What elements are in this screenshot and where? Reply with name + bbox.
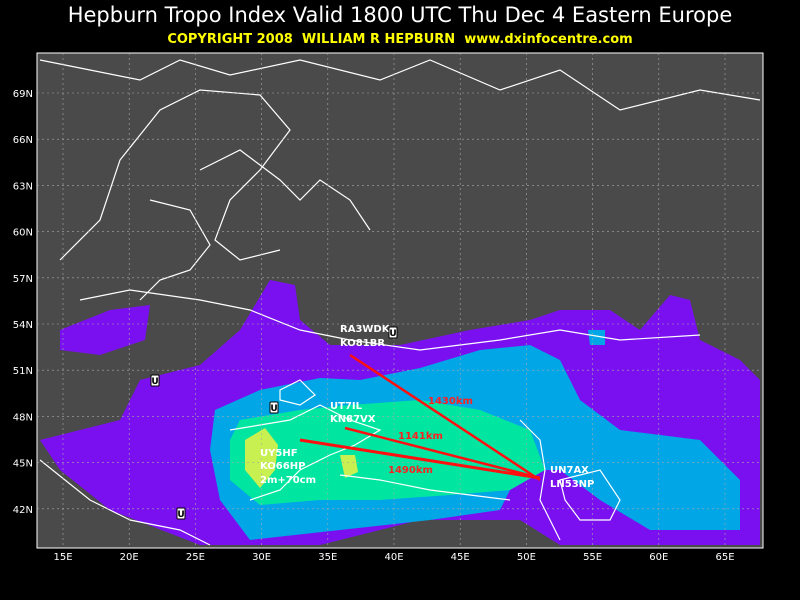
station-call: UN7AX xyxy=(550,465,589,476)
path-distance: 1430km xyxy=(428,396,473,407)
path-distance: 1490km xyxy=(388,465,433,476)
marker-label: U xyxy=(151,377,158,387)
lat-label: 63N xyxy=(13,181,33,192)
lon-label: 45E xyxy=(451,552,470,563)
marker-label: U xyxy=(389,329,396,339)
path-line xyxy=(299,438,541,480)
path-line xyxy=(349,353,541,482)
station-call: UY5HF xyxy=(260,448,298,459)
graticule xyxy=(37,53,763,548)
lon-label: 40E xyxy=(384,552,403,563)
lon-label: 55E xyxy=(583,552,602,563)
marker-box xyxy=(150,374,160,387)
lat-label: 48N xyxy=(13,412,33,423)
lon-label: 50E xyxy=(517,552,536,563)
lon-label: 15E xyxy=(53,552,72,563)
marker-label: U xyxy=(177,510,184,520)
lat-label: 42N xyxy=(13,505,33,516)
lon-label: 30E xyxy=(252,552,271,563)
marker-box xyxy=(269,401,279,414)
station-call: RA3WDK xyxy=(340,324,391,335)
marker-label: U xyxy=(270,404,277,414)
axis-labels: 69N 66N 63N 60N 57N 54N 51N 48N 45N 42N 15E 20E 25E 3… xyxy=(13,89,735,563)
path-distance: 1141km xyxy=(398,431,443,442)
lon-label: 20E xyxy=(120,552,139,563)
station-locator: LN53NP xyxy=(550,479,594,490)
paths: 1430km 1141km 1490km xyxy=(299,353,541,482)
lat-label: 57N xyxy=(13,274,33,285)
station-locator: KO66HP xyxy=(260,461,305,472)
lat-label: 51N xyxy=(13,366,33,377)
lon-label: 65E xyxy=(715,552,734,563)
lon-label: 35E xyxy=(318,552,337,563)
markers: U U U U xyxy=(150,326,398,520)
station-locator: KO81BR xyxy=(340,338,385,349)
stations: RA3WDK KO81BR UT7IL KN87VX UY5HF KO66HP … xyxy=(260,324,594,490)
station-note: 2m+70cm xyxy=(260,475,316,486)
lat-label: 60N xyxy=(13,228,33,239)
path-line xyxy=(344,426,541,480)
station-call: UT7IL xyxy=(330,401,363,412)
lat-label: 69N xyxy=(13,89,33,100)
lat-label: 54N xyxy=(13,320,33,331)
lat-label: 66N xyxy=(13,135,33,146)
subtitle: COPYRIGHT 2008 WILLIAM R HEPBURN www.dxi… xyxy=(167,32,632,47)
marker-box xyxy=(388,326,398,339)
coastlines xyxy=(39,59,761,546)
title: Hepburn Tropo Index Valid 1800 UTC Thu D… xyxy=(68,3,733,27)
marker-box xyxy=(176,507,186,520)
station-locator: KN87VX xyxy=(330,414,376,425)
lon-label: 60E xyxy=(649,552,668,563)
lon-label: 25E xyxy=(186,552,205,563)
map: 1430km 1141km 1490km RA3WDK KO81BR UT7IL… xyxy=(36,52,764,549)
lat-label: 45N xyxy=(13,459,33,470)
